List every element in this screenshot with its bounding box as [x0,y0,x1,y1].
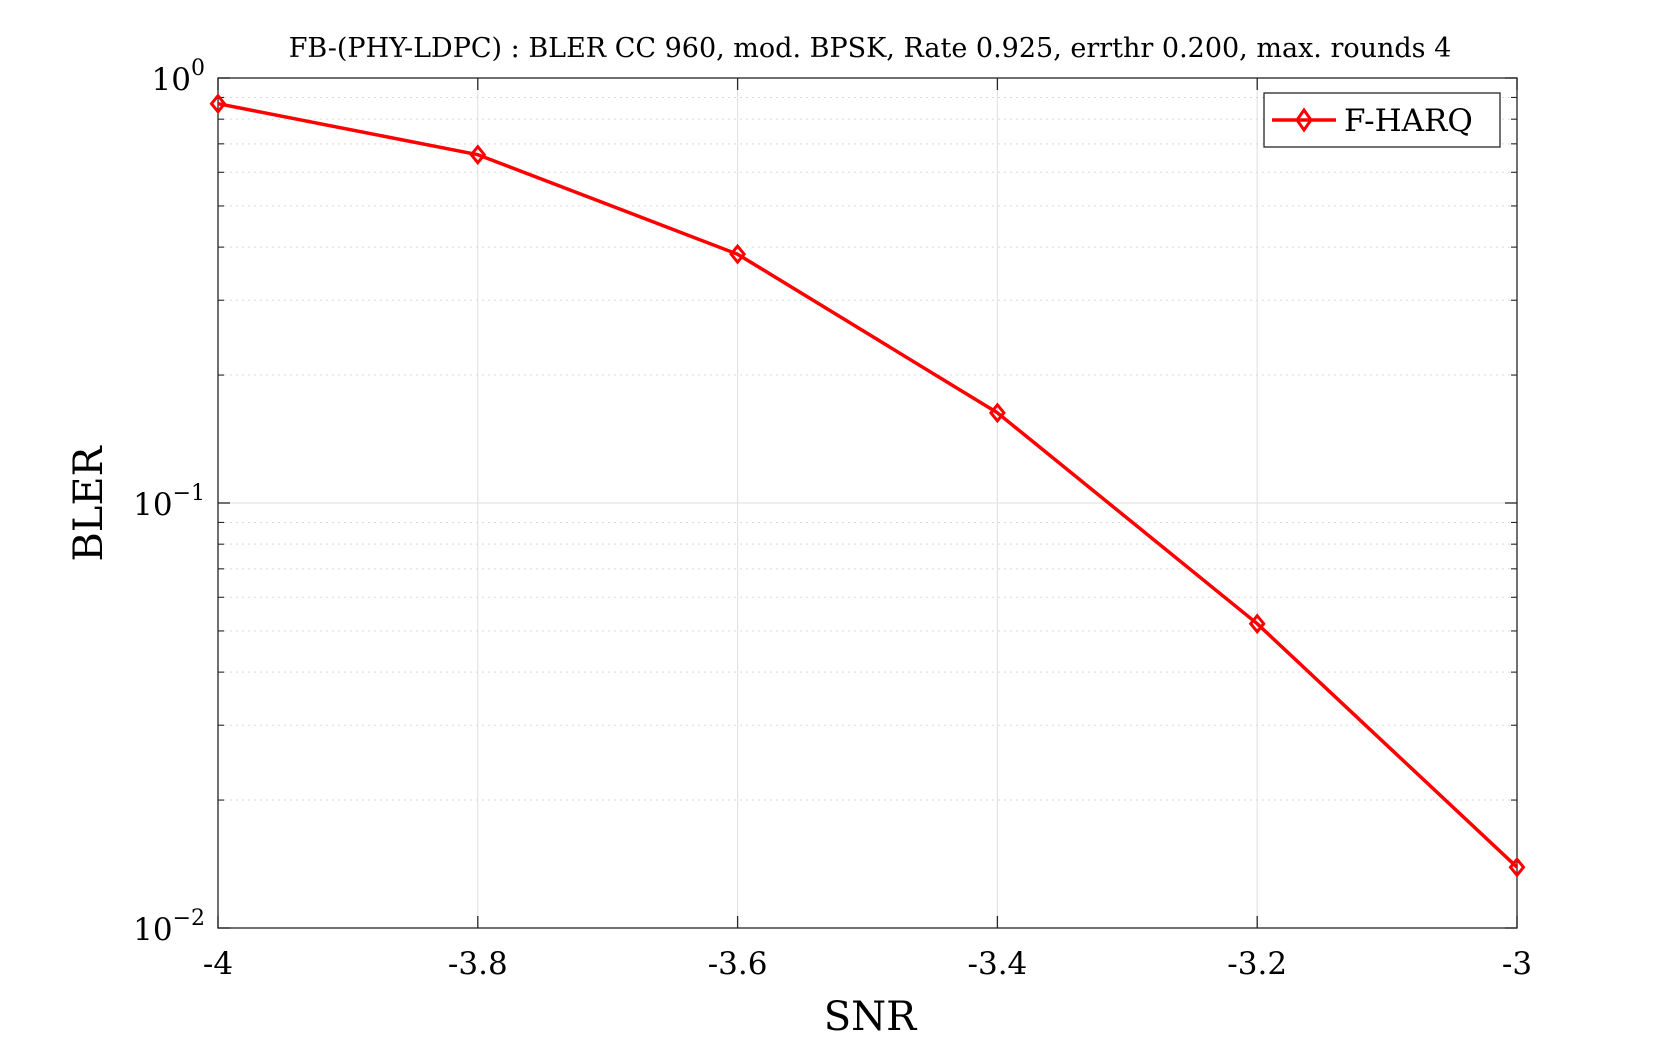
grid-lines [217,77,1518,929]
data-point-marker [209,93,227,115]
legend: F-HARQ [1263,92,1501,148]
y-axis-label: BLER [66,444,112,561]
data-point-marker [1248,613,1266,635]
y-tick-label: 10−2 [133,906,205,948]
legend-label-f-harq: F-HARQ [1344,103,1473,139]
x-tick-label: -3.2 [1227,946,1287,982]
data-point-marker [729,243,747,265]
series-line-f-harq [217,101,1519,869]
y-tick-label: 10−1 [133,481,205,523]
data-point-marker [988,402,1006,424]
x-tick-label: -3 [1502,946,1532,982]
x-tick-label: -3.6 [708,946,768,982]
series-layer [209,93,1526,878]
x-tick-label: -3.8 [448,946,508,982]
legend-marker-diamond-icon [1295,107,1313,133]
x-axis-label: SNR [824,994,918,1040]
x-tick-label: -4 [203,946,233,982]
data-point-marker [1508,856,1526,878]
y-tick-labels: 100 10−1 10−2 [133,56,205,948]
x-tick-label: -3.4 [968,946,1028,982]
y-tick-label: 100 [152,56,205,98]
axis-ticks [217,77,1518,929]
data-point-marker [469,144,487,166]
chart-title: FB-(PHY-LDPC) : BLER CC 960, mod. BPSK, … [289,33,1452,64]
x-tick-labels: -4 -3.8 -3.6 -3.4 -3.2 -3 [203,946,1532,982]
